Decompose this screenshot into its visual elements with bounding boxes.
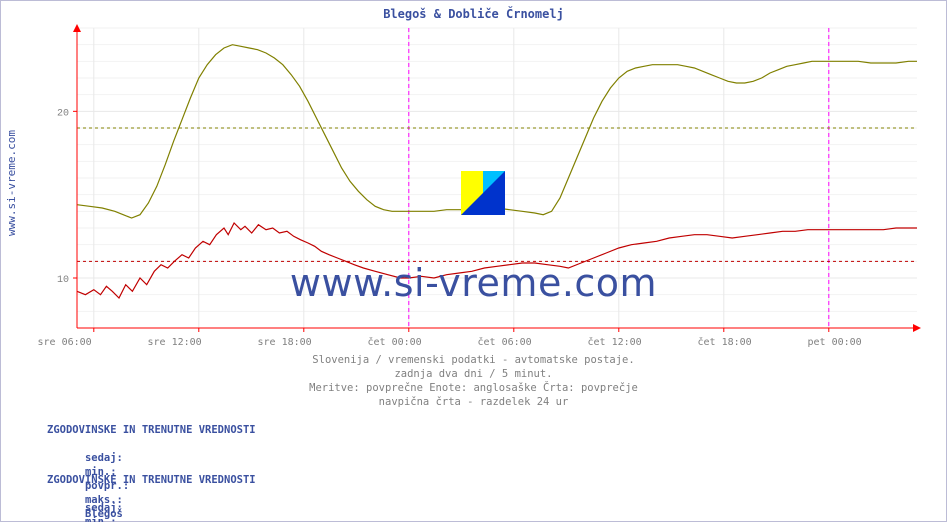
chart-container: Blegoš & Dobliče Črnomelj www.si-vreme.c… bbox=[0, 0, 947, 522]
caption-line: Meritve: povprečne Enote: anglosaške Črt… bbox=[1, 381, 946, 395]
x-tick-label: čet 00:00 bbox=[368, 337, 422, 348]
x-tick-label: čet 12:00 bbox=[588, 337, 642, 348]
x-tick-label: sre 12:00 bbox=[148, 337, 202, 348]
x-tick-label: pet 00:00 bbox=[808, 337, 862, 348]
stats-block: ZGODOVINSKE IN TRENUTNE VREDNOSTI sedaj:… bbox=[47, 473, 256, 522]
stats-label-min: min.: bbox=[85, 515, 145, 522]
chart-svg: 10 20 bbox=[47, 23, 927, 333]
x-tick-label: čet 18:00 bbox=[698, 337, 752, 348]
x-axis-labels: sre 06:00sre 12:00sre 18:00čet 00:00čet … bbox=[47, 337, 927, 351]
chart-title: Blegoš & Dobliče Črnomelj bbox=[1, 7, 946, 21]
stats-header: ZGODOVINSKE IN TRENUTNE VREDNOSTI bbox=[47, 423, 256, 437]
x-tick-label: čet 06:00 bbox=[478, 337, 532, 348]
stats-header: ZGODOVINSKE IN TRENUTNE VREDNOSTI bbox=[47, 473, 256, 487]
chart-plot-area: 10 20 bbox=[47, 23, 927, 333]
caption-line: zadnja dva dni / 5 minut. bbox=[1, 367, 946, 381]
caption-line: Slovenija / vremenski podatki - avtomats… bbox=[1, 353, 946, 367]
stats-label-now: sedaj: bbox=[85, 501, 145, 515]
svg-text:10: 10 bbox=[57, 275, 69, 286]
chart-caption: Slovenija / vremenski podatki - avtomats… bbox=[1, 353, 946, 409]
stats-labels-row: sedaj: min.: povpr.: maks.: Dobliče Črno… bbox=[47, 487, 256, 522]
side-url-label: www.si-vreme.com bbox=[5, 130, 18, 236]
x-tick-label: sre 06:00 bbox=[38, 337, 92, 348]
svg-text:20: 20 bbox=[57, 108, 69, 119]
caption-line: navpična črta - razdelek 24 ur bbox=[1, 395, 946, 409]
stats-label-now: sedaj: bbox=[85, 451, 145, 465]
x-tick-label: sre 18:00 bbox=[258, 337, 312, 348]
